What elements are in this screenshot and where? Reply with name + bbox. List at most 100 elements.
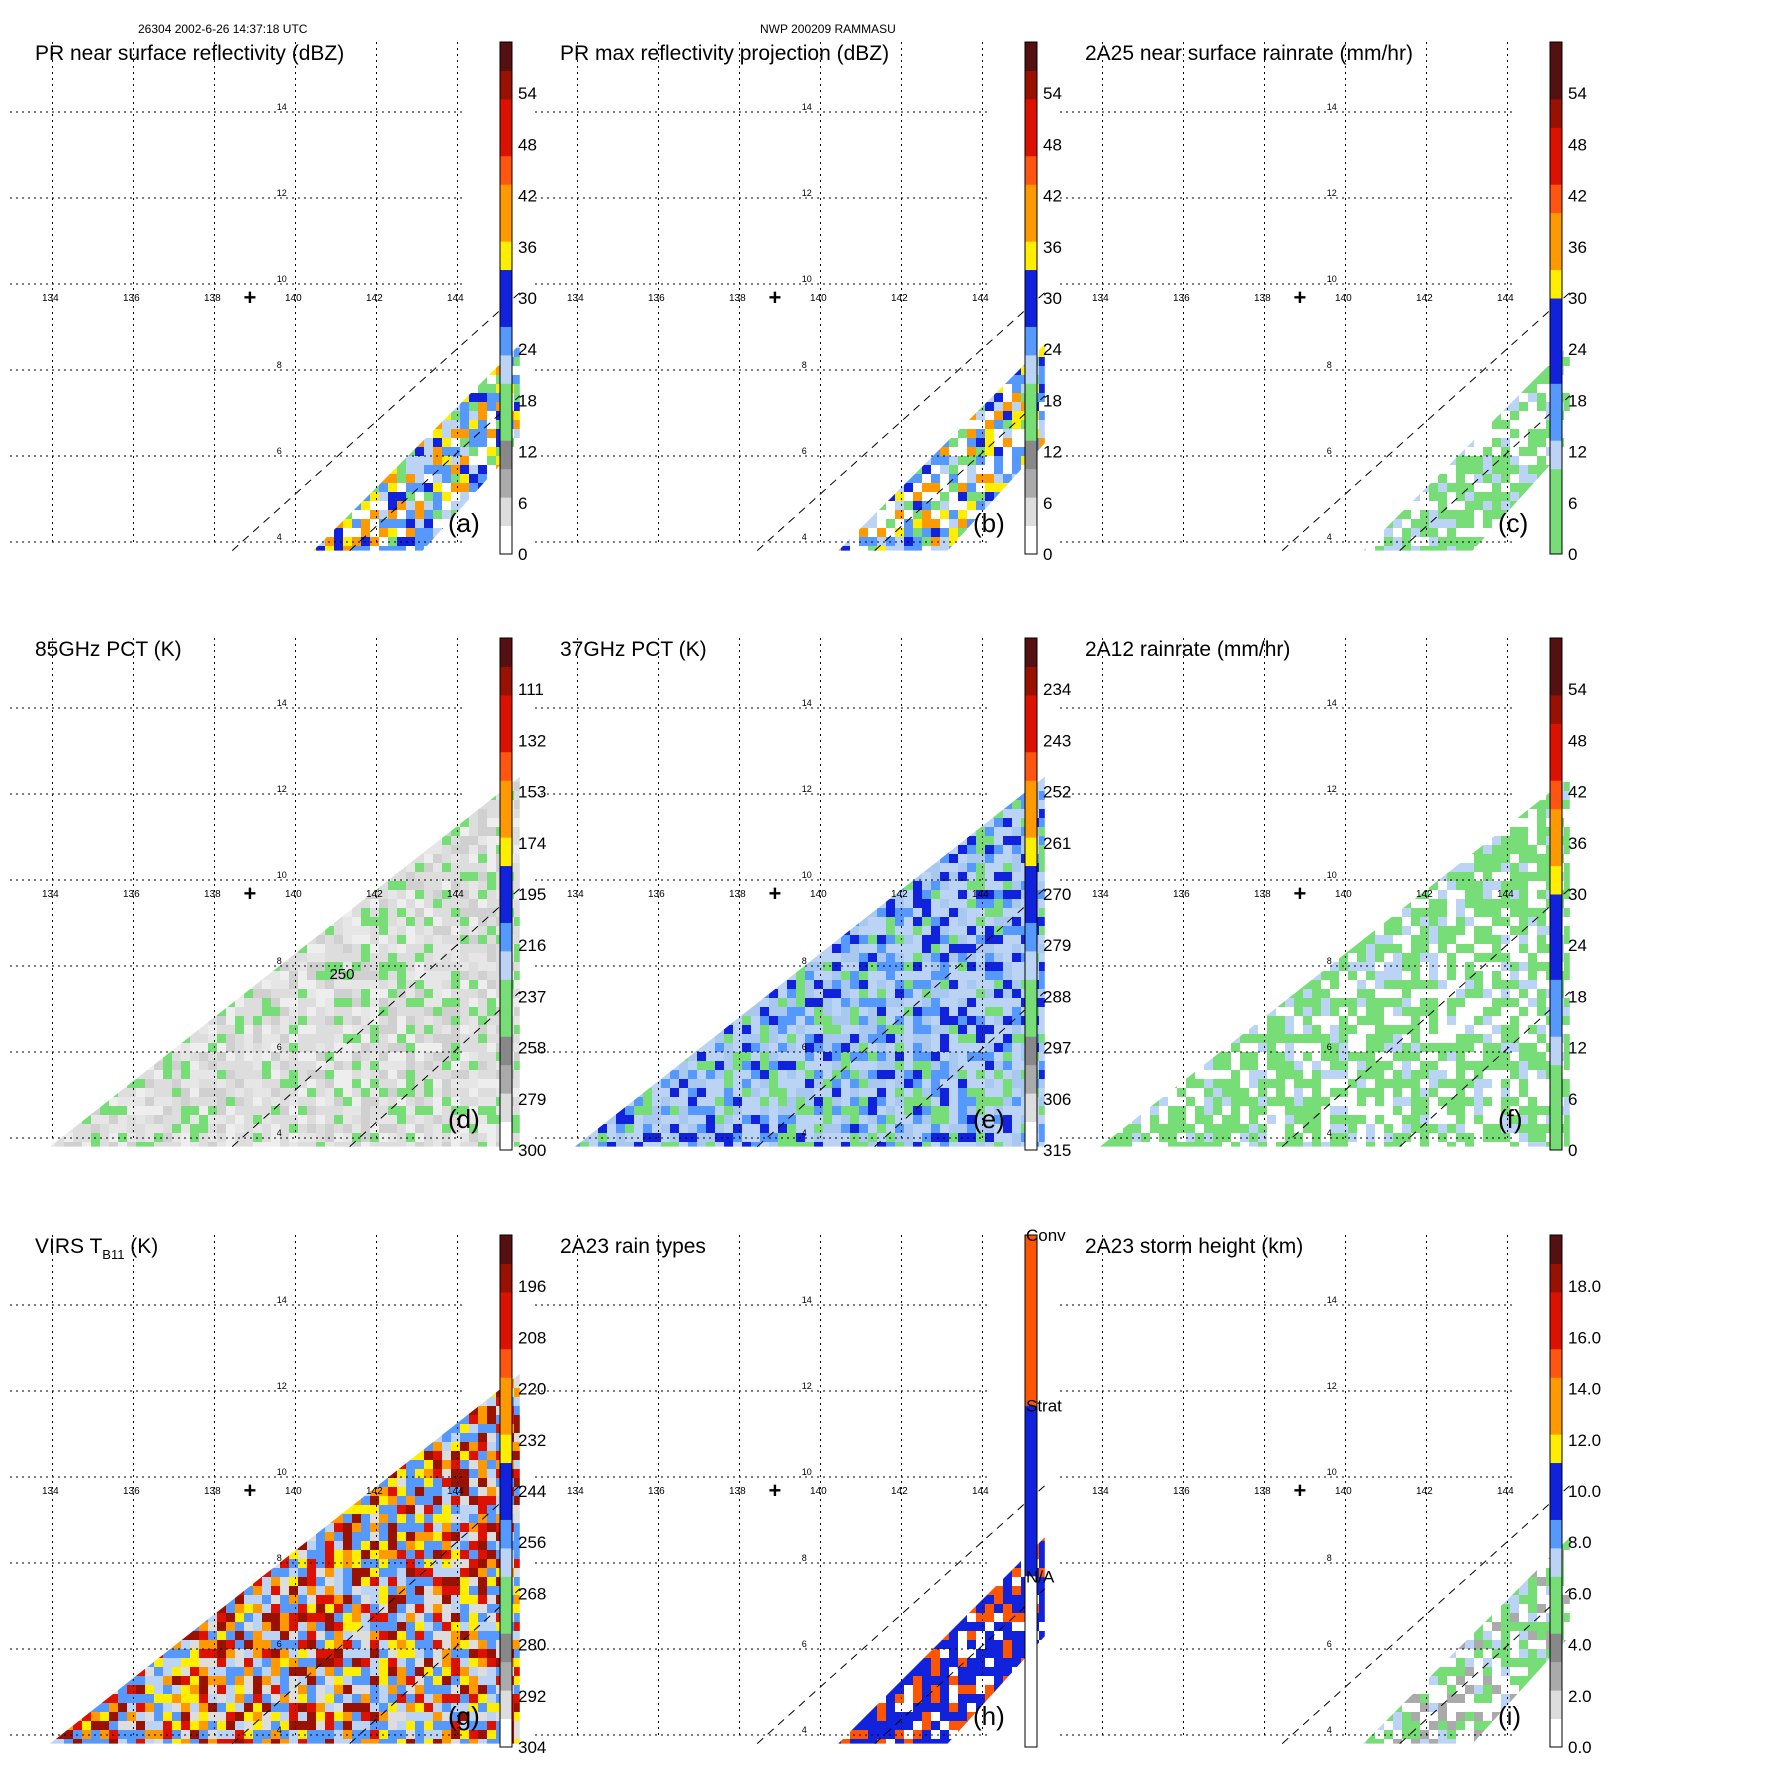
colorbar-tick-f-9: 54: [1568, 680, 1587, 699]
colorbar-seg: [500, 1690, 512, 1720]
lon-tick-a-144: 144: [447, 293, 464, 304]
map-grid-i: [1060, 1235, 1512, 1739]
colorbar-tick-c-9: 54: [1568, 84, 1587, 103]
lon-tick-a-134: 134: [42, 293, 59, 304]
colorbar-cat-conv: Conv: [1026, 1226, 1066, 1245]
colorbar-tick-d-6: 174: [518, 834, 546, 853]
colorbar-tick-i-8: 16.0: [1568, 1328, 1601, 1347]
colorbar-seg: [1550, 694, 1562, 724]
colorbar-tick-e-6: 261: [1043, 834, 1071, 853]
lat-tick-c-12: 12: [1327, 188, 1337, 198]
contour-label-d: 250: [329, 966, 354, 983]
colorbar-seg: [1025, 70, 1037, 100]
lon-tick-c-144: 144: [1497, 293, 1514, 304]
lon-tick-h-144: 144: [972, 1486, 989, 1497]
colorbar-tick-i-1: 2.0: [1568, 1687, 1592, 1706]
lat-tick-e-6: 6: [802, 1042, 807, 1052]
colorbar-tick-c-2: 12: [1568, 443, 1587, 462]
colorbar-tick-e-7: 252: [1043, 783, 1071, 802]
colorbar-seg: [1025, 979, 1037, 1009]
colorbar-seg: [500, 1491, 512, 1520]
colorbar-seg: [1550, 1519, 1562, 1549]
colorbar-seg: [1550, 1462, 1562, 1492]
colorbar-b: 0 6 12 18 24 30 36 42 48 54: [1024, 41, 1062, 564]
colorbar-seg: [500, 694, 512, 724]
lat-tick-b-4: 4: [802, 532, 807, 542]
colorbar-tick-a-3: 18: [518, 391, 537, 410]
lat-tick-f-10: 10: [1327, 870, 1337, 880]
colorbar-seg: [500, 1064, 512, 1094]
colorbar-tick-a-9: 54: [518, 84, 537, 103]
colorbar-c: 0 6 12 18 24 30 36 42 48 54: [1549, 41, 1587, 564]
colorbar-seg: [1025, 269, 1037, 299]
colorbar-seg: [500, 751, 512, 781]
storm-center-marker-i: +: [1294, 1478, 1307, 1503]
lat-tick-e-12: 12: [802, 784, 812, 794]
panel-title-h: 2A23 rain types: [560, 1235, 706, 1258]
lat-tick-g-10: 10: [277, 1467, 287, 1477]
colorbar-seg: [1025, 694, 1037, 724]
colorbar-seg: [1025, 440, 1037, 470]
swath-edges-e: [756, 888, 1046, 1147]
colorbar-seg: [1550, 1007, 1562, 1037]
panel-i: 134 136 138 140 142 144 4 6 8 10 12 14 +2A23 storm h…: [1060, 1234, 1601, 1757]
colorbar-seg: [1550, 212, 1562, 242]
lat-tick-h-12: 12: [802, 1381, 812, 1391]
lat-tick-e-8: 8: [802, 956, 807, 966]
colorbar-seg: [500, 497, 512, 527]
colorbar-seg: [500, 354, 512, 384]
panel-label-b: (b): [973, 508, 1005, 538]
colorbar-tick-e-5: 270: [1043, 885, 1071, 904]
colorbar-tick-e-8: 243: [1043, 731, 1071, 750]
colorbar-tick-g-4: 256: [518, 1533, 546, 1552]
lat-tick-h-6: 6: [802, 1639, 807, 1649]
colorbar-tick-b-3: 18: [1043, 391, 1062, 410]
lon-tick-d-140: 140: [285, 889, 302, 900]
colorbar-tick-i-3: 6.0: [1568, 1584, 1592, 1603]
colorbar-frame: [1024, 1234, 1038, 1748]
colorbar-cat-strat: Strat: [1026, 1397, 1062, 1416]
colorbar-tick-c-7: 42: [1568, 187, 1587, 206]
colorbar-seg: [500, 950, 512, 980]
colorbar-seg: [1025, 354, 1037, 384]
map-grid-d: [10, 638, 462, 1142]
lon-tick-e-144: 144: [972, 889, 989, 900]
lon-tick-g-134: 134: [42, 1486, 59, 1497]
colorbar-seg: [500, 894, 512, 923]
lat-tick-a-14: 14: [277, 102, 287, 112]
lon-tick-h-134: 134: [567, 1486, 584, 1497]
colorbar-seg: [500, 1519, 512, 1549]
lat-tick-a-6: 6: [277, 446, 282, 456]
colorbar-seg: [1025, 497, 1037, 527]
lat-tick-i-10: 10: [1327, 1467, 1337, 1477]
lat-tick-d-12: 12: [277, 784, 287, 794]
colorbar-seg: [1550, 1633, 1562, 1663]
lat-tick-f-4: 4: [1327, 1128, 1332, 1138]
lon-tick-c-140: 140: [1335, 293, 1352, 304]
lon-tick-g-142: 142: [366, 1486, 383, 1497]
colorbar-tick-a-4: 24: [518, 340, 537, 359]
colorbar-tick-c-5: 30: [1568, 289, 1587, 308]
lon-tick-i-144: 144: [1497, 1486, 1514, 1497]
header-orbit-time: 26304 2002-6-26 14:37:18 UTC: [138, 22, 307, 36]
colorbar-seg: [1550, 1576, 1562, 1606]
lon-tick-e-138: 138: [729, 889, 746, 900]
colorbar-seg: [500, 1348, 512, 1378]
lon-tick-c-136: 136: [1173, 293, 1190, 304]
swath-edges-i: [1281, 1485, 1571, 1744]
lon-tick-i-134: 134: [1092, 1486, 1109, 1497]
colorbar-tick-d-9: 111: [518, 680, 544, 699]
colorbar-d: 300 279 258 237 216 195 174 153 132 111: [499, 637, 546, 1160]
colorbar-seg: [500, 241, 512, 271]
storm-center-marker-g: +: [244, 1478, 257, 1503]
lon-tick-f-140: 140: [1335, 889, 1352, 900]
lon-tick-f-136: 136: [1173, 889, 1190, 900]
colorbar-seg: [1550, 383, 1562, 413]
colorbar-tick-b-6: 36: [1043, 238, 1062, 257]
lon-tick-g-138: 138: [204, 1486, 221, 1497]
colorbar-tick-d-3: 237: [518, 987, 546, 1006]
colorbar-seg: [500, 922, 512, 952]
colorbar-seg: [1550, 155, 1562, 185]
lon-tick-e-140: 140: [810, 889, 827, 900]
colorbar-e: 315 306 297 288 279 270 261 252 243 234: [1024, 637, 1071, 1160]
